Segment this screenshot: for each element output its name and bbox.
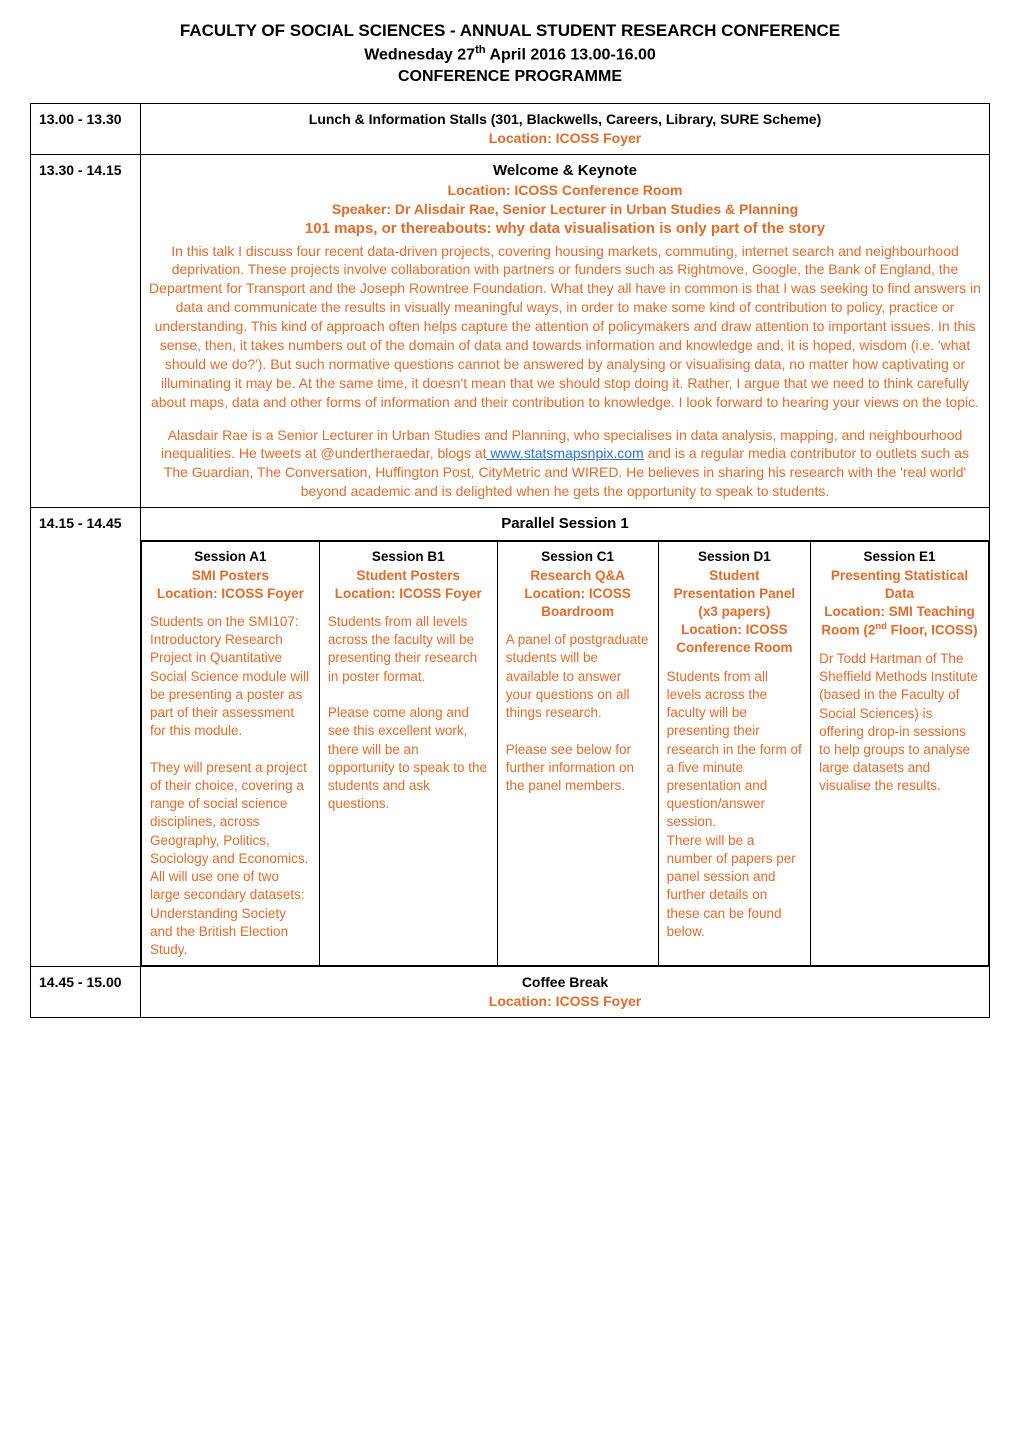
keynote-talk-title: 101 maps, or thereabouts: why data visua… — [149, 219, 981, 239]
session-b1-p2: Please come along and see this excellent… — [328, 704, 489, 813]
row-keynote: 13.30 - 14.15 Welcome & Keynote Location… — [31, 155, 990, 508]
coffee-title: Coffee Break — [149, 973, 981, 992]
keynote-bio: Alasdair Rae is a Senior Lecturer in Urb… — [149, 426, 981, 502]
session-a1-body: Students on the SMI107: Introductory Res… — [150, 613, 311, 959]
session-d1-head: Session D1 Student Presentation Panel (x… — [667, 548, 802, 657]
session-b1-p1: Students from all levels across the facu… — [328, 613, 489, 686]
time-coffee: 14.45 - 15.00 — [31, 967, 141, 1018]
header-line3: CONFERENCE PROGRAMME — [30, 66, 990, 88]
session-d1-sub1: Student Presentation Panel — [667, 567, 802, 603]
session-e1-head: Session E1 Presenting Statistical Data L… — [819, 548, 980, 640]
row-parallel1-header: 14.15 - 14.45 Parallel Session 1 — [31, 508, 990, 541]
time-parallel1: 14.15 - 14.45 — [31, 508, 141, 967]
session-a1-title: Session A1 — [150, 548, 311, 566]
coffee-location: Location: ICOSS Foyer — [149, 992, 981, 1011]
session-b1: Session B1 Student Posters Location: ICO… — [319, 542, 497, 966]
session-a1-p1: Students on the SMI107: Introductory Res… — [150, 613, 311, 741]
session-c1-head: Session C1 Research Q&A Location: ICOSS … — [506, 548, 650, 621]
page-header: FACULTY OF SOCIAL SCIENCES - ANNUAL STUD… — [30, 20, 990, 87]
header-line1: FACULTY OF SOCIAL SCIENCES - ANNUAL STUD… — [30, 20, 990, 43]
session-d1-p2: There will be a number of papers per pan… — [667, 832, 802, 941]
session-c1-body: A panel of postgraduate students will be… — [506, 631, 650, 795]
session-d1-title: Session D1 — [667, 548, 802, 566]
session-c1-title: Session C1 — [506, 548, 650, 566]
session-d1-body: Students from all levels across the facu… — [667, 668, 802, 941]
session-e1-sub2: Location: SMI Teaching Room (2nd Floor, … — [819, 603, 980, 640]
keynote-abstract: In this talk I discuss four recent data-… — [149, 242, 981, 412]
session-b1-sub2: Location: ICOSS Foyer — [328, 585, 489, 603]
session-b1-title: Session B1 — [328, 548, 489, 566]
keynote-speaker: Speaker: Dr Alisdair Rae, Senior Lecture… — [149, 200, 981, 219]
session-a1-sub2: Location: ICOSS Foyer — [150, 585, 311, 603]
session-e1-title: Session E1 — [819, 548, 980, 566]
lunch-location: Location: ICOSS Foyer — [149, 129, 981, 148]
cell-coffee: Coffee Break Location: ICOSS Foyer — [141, 967, 990, 1018]
row-parallel1-sessions: Session A1 SMI Posters Location: ICOSS F… — [31, 541, 990, 967]
time-keynote: 13.30 - 14.15 — [31, 155, 141, 508]
session-a1-p2: They will present a project of their cho… — [150, 759, 311, 959]
session-b1-sub1: Student Posters — [328, 567, 489, 585]
keynote-location: Location: ICOSS Conference Room — [149, 181, 981, 200]
lunch-title: Lunch & Information Stalls (301, Blackwe… — [149, 110, 981, 129]
session-e1: Session E1 Presenting Statistical Data L… — [811, 542, 989, 966]
session-e1-p1: Dr Todd Hartman of The Sheffield Methods… — [819, 650, 980, 796]
header-line2-sup: th — [475, 44, 486, 56]
row-coffee: 14.45 - 15.00 Coffee Break Location: ICO… — [31, 967, 990, 1018]
cell-keynote: Welcome & Keynote Location: ICOSS Confer… — [141, 155, 990, 508]
session-c1-p1: A panel of postgraduate students will be… — [506, 631, 650, 722]
session-b1-head: Session B1 Student Posters Location: ICO… — [328, 548, 489, 603]
time-lunch: 13.00 - 13.30 — [31, 104, 141, 155]
header-line2-suffix: April 2016 13.00-16.00 — [486, 46, 656, 63]
session-d1-p1: Students from all levels across the facu… — [667, 668, 802, 832]
session-d1-sub3: Location: ICOSS Conference Room — [667, 621, 802, 657]
keynote-bio-link[interactable]: www.statsmapsnpix.com — [487, 445, 644, 461]
session-e1-sub2-sup: nd — [875, 621, 887, 632]
session-a1-head: Session A1 SMI Posters Location: ICOSS F… — [150, 548, 311, 603]
header-line2: Wednesday 27th April 2016 13.00-16.00 — [30, 43, 990, 66]
session-e1-body: Dr Todd Hartman of The Sheffield Methods… — [819, 650, 980, 796]
session-d1: Session D1 Student Presentation Panel (x… — [658, 542, 810, 966]
header-line2-prefix: Wednesday 27 — [364, 46, 475, 63]
session-d1-sub2: (x3 papers) — [667, 603, 802, 621]
session-c1-sub2: Location: ICOSS Boardroom — [506, 585, 650, 621]
session-b1-body: Students from all levels across the facu… — [328, 613, 489, 813]
session-a1: Session A1 SMI Posters Location: ICOSS F… — [142, 542, 320, 966]
session-c1: Session C1 Research Q&A Location: ICOSS … — [497, 542, 658, 966]
cell-lunch: Lunch & Information Stalls (301, Blackwe… — [141, 104, 990, 155]
row-lunch: 13.00 - 13.30 Lunch & Information Stalls… — [31, 104, 990, 155]
sessions-table: Session A1 SMI Posters Location: ICOSS F… — [141, 541, 989, 966]
session-a1-sub1: SMI Posters — [150, 567, 311, 585]
parallel1-title: Parallel Session 1 — [141, 508, 990, 541]
session-e1-sub1: Presenting Statistical Data — [819, 567, 980, 603]
programme-table: 13.00 - 13.30 Lunch & Information Stalls… — [30, 103, 990, 1017]
session-e1-sub2-post: Floor, ICOSS) — [887, 623, 978, 638]
keynote-title: Welcome & Keynote — [149, 161, 981, 181]
session-c1-p2: Please see below for further information… — [506, 741, 650, 796]
cell-parallel1-sessions: Session A1 SMI Posters Location: ICOSS F… — [141, 541, 990, 967]
session-c1-sub1: Research Q&A — [506, 567, 650, 585]
